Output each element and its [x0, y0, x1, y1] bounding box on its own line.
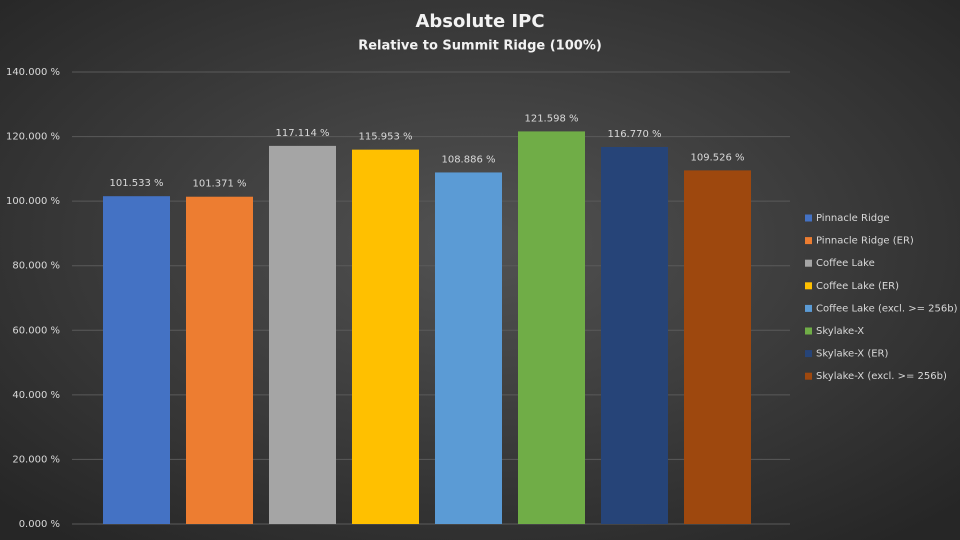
data-label: 109.526 %: [690, 152, 744, 163]
bar: [269, 145, 336, 524]
bar: [352, 149, 419, 524]
bar: [103, 196, 170, 524]
y-tick-label: 40.000 %: [12, 390, 60, 401]
data-label: 115.953 %: [358, 132, 412, 143]
y-tick-label: 0.000 %: [19, 519, 60, 530]
bar: [186, 196, 253, 524]
y-tick-label: 100.000 %: [6, 196, 60, 207]
y-tick-label: 140.000 %: [6, 67, 60, 78]
data-label: 121.598 %: [524, 113, 578, 124]
y-tick-label: 80.000 %: [12, 261, 60, 272]
legend-label: Skylake-X (excl. >= 256b): [816, 371, 947, 382]
legend-label: Pinnacle Ridge (ER): [816, 236, 914, 247]
legend-swatch: [805, 214, 812, 222]
legend-label: Coffee Lake (excl. >= 256b): [816, 303, 958, 314]
bar: [684, 170, 751, 524]
legend-label: Skylake-X: [816, 326, 864, 337]
legend-label: Coffee Lake: [816, 258, 875, 269]
legend-swatch: [805, 372, 812, 380]
legend-swatch: [805, 304, 812, 312]
data-label: 101.371 %: [192, 179, 246, 190]
legend-label: Pinnacle Ridge: [816, 213, 890, 224]
legend-swatch: [805, 282, 812, 290]
bar: [518, 131, 585, 524]
legend-swatch: [805, 259, 812, 267]
legend-swatch: [805, 237, 812, 245]
bar: [601, 146, 668, 525]
y-tick-label: 60.000 %: [12, 325, 60, 336]
legend-swatch: [805, 350, 812, 358]
chart-title: Absolute IPC: [415, 11, 544, 32]
data-label: 108.886 %: [441, 154, 495, 165]
chart-subtitle: Relative to Summit Ridge (100%): [358, 39, 602, 54]
data-label: 117.114 %: [275, 128, 329, 139]
data-label: 116.770 %: [607, 129, 661, 140]
data-label: 101.533 %: [109, 178, 163, 189]
bar: [435, 172, 502, 524]
legend-label: Skylake-X (ER): [816, 349, 889, 360]
y-tick-label: 120.000 %: [6, 132, 60, 143]
legend-swatch: [805, 327, 812, 335]
y-tick-label: 20.000 %: [12, 454, 60, 465]
legend-label: Coffee Lake (ER): [816, 281, 899, 292]
